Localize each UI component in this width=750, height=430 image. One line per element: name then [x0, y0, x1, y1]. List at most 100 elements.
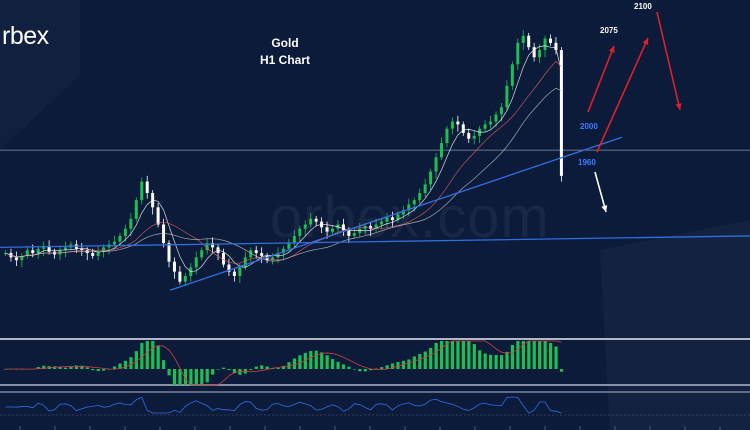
macd-bar — [145, 341, 149, 369]
level-label-1960: 1960 — [578, 158, 596, 167]
macd-bar — [194, 369, 198, 385]
macd-bar — [162, 360, 166, 369]
macd-bar — [281, 365, 286, 369]
candle — [303, 224, 307, 229]
macd-bar — [549, 343, 553, 369]
candle — [276, 253, 280, 258]
oscillator-line — [5, 396, 562, 414]
candle — [129, 218, 133, 229]
candle — [42, 245, 46, 249]
candle — [369, 225, 373, 229]
macd-bar — [232, 369, 237, 374]
candle — [390, 217, 394, 221]
level-label-2075: 2075 — [600, 26, 618, 35]
candle — [341, 224, 345, 231]
candle — [118, 235, 122, 242]
candle — [456, 121, 460, 125]
candle — [499, 107, 503, 115]
candle — [467, 132, 471, 139]
macd-bar — [369, 369, 373, 371]
macd-bar — [516, 341, 520, 369]
macd-bar — [58, 366, 62, 369]
candle — [287, 243, 291, 249]
macd-bar — [456, 341, 460, 369]
candle — [167, 243, 171, 262]
candle — [102, 247, 106, 252]
candle — [205, 243, 209, 251]
level-label-2000: 2000 — [580, 122, 598, 131]
macd-bar — [91, 369, 95, 371]
candle — [123, 228, 127, 236]
macd-bar — [96, 369, 100, 372]
candle — [58, 250, 62, 255]
macd-bar — [341, 364, 346, 369]
macd-bar — [140, 343, 144, 369]
candle — [91, 253, 95, 256]
macd-bar — [260, 365, 264, 369]
candle — [554, 42, 558, 51]
macd-bar — [412, 356, 416, 369]
candle — [559, 50, 563, 176]
candle — [4, 253, 7, 255]
candle — [238, 267, 242, 276]
candle — [532, 47, 536, 58]
candle — [172, 261, 176, 272]
candle — [292, 235, 296, 244]
macd-bar — [216, 369, 220, 370]
macd-bar — [352, 369, 356, 370]
macd-bar — [265, 366, 269, 369]
candle — [80, 248, 84, 251]
candle — [325, 227, 329, 232]
macd-bar — [505, 351, 509, 369]
macd-bar — [276, 367, 280, 369]
candle — [145, 181, 149, 194]
scenario-arrow-down-head — [675, 103, 682, 110]
candle — [396, 214, 400, 221]
candle — [423, 184, 427, 194]
candle — [31, 250, 35, 254]
macd-bar — [167, 369, 171, 376]
candle — [374, 224, 378, 229]
candle — [298, 228, 302, 236]
macd-bar — [113, 366, 117, 369]
macd-bar — [151, 341, 155, 369]
brand-text: rbex — [2, 22, 49, 50]
candle — [527, 35, 531, 48]
macd-bar — [156, 345, 160, 369]
macd-bar — [527, 341, 531, 369]
macd-bar — [445, 341, 449, 369]
candle — [494, 114, 498, 122]
candle — [63, 247, 67, 251]
candle — [412, 200, 416, 205]
macd-bar — [172, 369, 177, 385]
macd-bar — [303, 352, 307, 369]
candle — [271, 257, 275, 261]
candle — [543, 38, 547, 51]
macd-bar — [407, 359, 411, 369]
scenario-arrow-down — [594, 171, 607, 213]
macd-bar — [298, 355, 302, 369]
candle — [331, 228, 334, 232]
macd-bar — [314, 350, 318, 369]
bg-shape — [600, 220, 750, 430]
macd-bar — [336, 361, 340, 369]
macd-signal-line — [5, 340, 562, 386]
scenario-arrow-up — [596, 37, 649, 153]
macd-bar — [510, 344, 515, 369]
macd-bar — [494, 354, 498, 369]
macd-bar — [118, 363, 122, 369]
candle — [352, 233, 356, 236]
watermark: orbex.com — [270, 185, 550, 250]
macd-bar — [320, 352, 324, 369]
macd-bar — [483, 353, 487, 369]
macd-bar — [423, 351, 427, 369]
macd-bar — [129, 357, 133, 369]
macd-bar — [434, 342, 438, 369]
candle — [254, 250, 258, 254]
candle — [418, 193, 422, 201]
macd-bar — [254, 366, 258, 369]
macd-bar — [36, 367, 40, 369]
macd-bar — [385, 365, 389, 369]
